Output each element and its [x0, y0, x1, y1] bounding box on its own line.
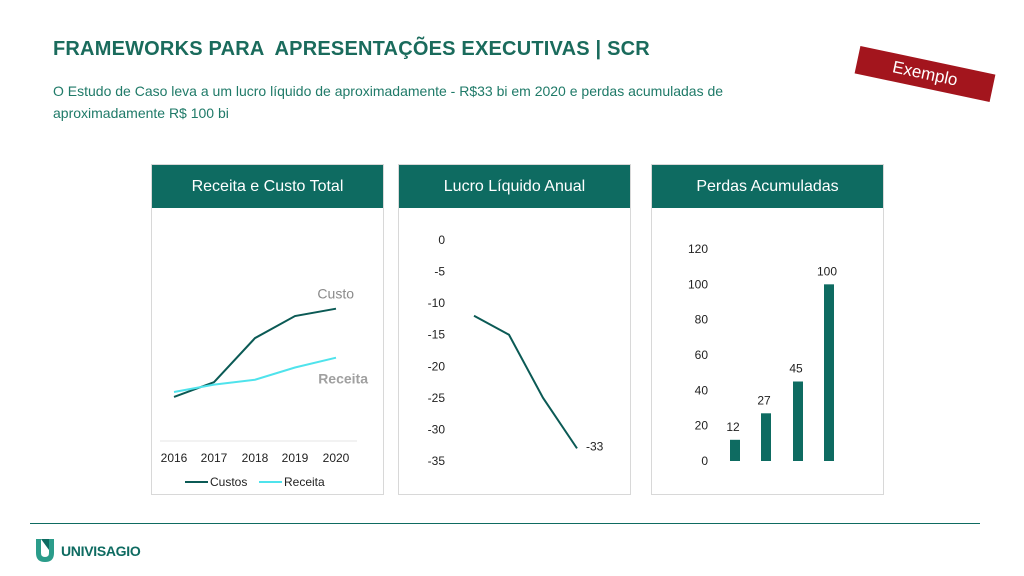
univisagio-logo: UNIVISAGIO: [33, 536, 141, 566]
panel-receita-custo: Receita e Custo Total Custo Receita 2016 20…: [151, 164, 384, 495]
y-tick-label: 40: [695, 383, 709, 397]
footer-divider: [30, 523, 980, 524]
x-tick-label: 2018: [242, 451, 269, 465]
y-tick-label: 0: [701, 454, 708, 468]
y-tick-label: 0: [438, 233, 445, 247]
y-tick-label: 20: [695, 419, 709, 433]
y-tick-label: -15: [428, 328, 446, 342]
y-tick-label: -30: [428, 422, 446, 436]
bar-2020: [824, 284, 834, 461]
x-tick-label: 2019: [282, 451, 309, 465]
panel-title-perdas: Perdas Acumuladas: [652, 165, 883, 208]
panel-title-receita-custo: Receita e Custo Total: [152, 165, 383, 208]
y-tick-label: -10: [428, 296, 446, 310]
x-tick-label: 2016: [161, 451, 188, 465]
lucro-line: [473, 314, 578, 449]
legend-label-receita: Receita: [284, 475, 325, 489]
series-label-receita: Receita: [318, 371, 368, 387]
y-tick-label: -5: [434, 265, 445, 279]
bar-2019: [793, 381, 803, 461]
series-label-custo: Custo: [317, 286, 354, 302]
bar-value-label: 100: [817, 264, 837, 278]
y-tick-label: -20: [428, 359, 446, 373]
y-tick-label: 80: [695, 313, 709, 327]
chart-receita-custo: Custo Receita 2016 2017 2018 2019 2020 Custos Re…: [160, 286, 368, 489]
x-tick-label: 2020: [323, 451, 350, 465]
page-subtitle: O Estudo de Caso leva a um lucro líquido…: [53, 83, 724, 121]
series-line-custos: [173, 307, 337, 398]
panel-title-lucro: Lucro Líquido Anual: [399, 165, 630, 208]
chart-perdas: 0 20 40 60 80 100 120 12 27 45 100: [688, 242, 837, 468]
bar-2017: [730, 439, 740, 461]
series-line-receita: [173, 356, 337, 393]
bar-value-label: 12: [726, 420, 740, 434]
chart-lucro: 0 -5 -10 -15 -20 -25 -30 -35 -33: [428, 233, 604, 468]
y-tick-label: 120: [688, 242, 708, 256]
y-tick-label: -35: [428, 454, 446, 468]
bar-value-label: 45: [789, 362, 803, 376]
y-tick-label: 100: [688, 277, 708, 291]
x-tick-label: 2017: [201, 451, 228, 465]
bar-2018: [761, 413, 771, 461]
bar-value-label: 27: [757, 393, 771, 407]
panel-perdas: Perdas Acumuladas 0 20 40 60 80 100 120 12 27 45 1…: [651, 164, 884, 495]
example-stamp: Exemplo: [854, 45, 996, 103]
univisagio-logo-icon: [36, 539, 54, 562]
y-tick-label: 60: [695, 348, 709, 362]
page-title: FRAMEWORKS PARA APRESENTAÇÕES EXECUTIVAS…: [53, 38, 650, 60]
logo-text: UNIVISAGIO: [61, 543, 141, 559]
legend-label-custos: Custos: [210, 475, 247, 489]
panel-lucro: Lucro Líquido Anual 0 -5 -10 -15 -20 -25 -30 -3…: [398, 164, 631, 495]
y-tick-label: -25: [428, 391, 446, 405]
end-value-label: -33: [586, 439, 604, 453]
